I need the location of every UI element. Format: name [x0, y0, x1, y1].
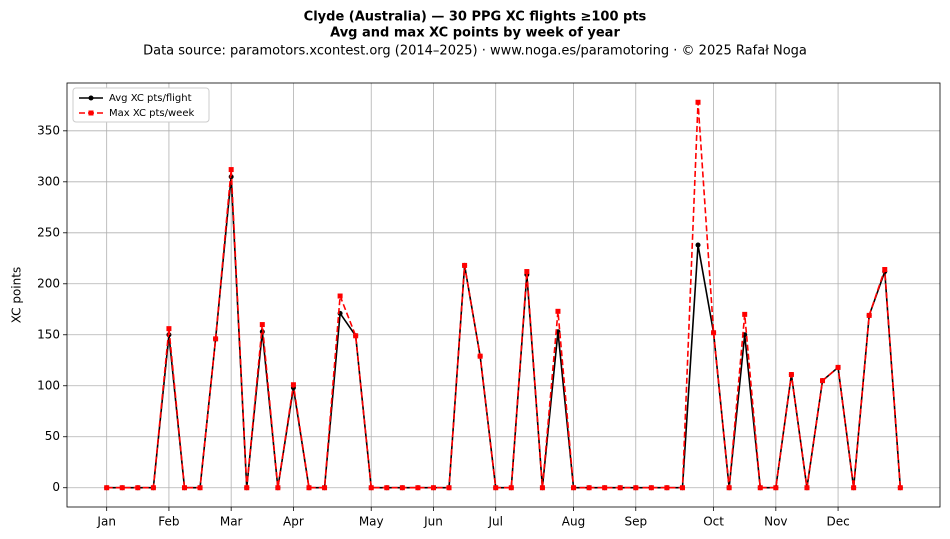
data-point	[820, 378, 826, 384]
data-point	[384, 485, 390, 491]
data-point	[135, 485, 141, 491]
data-point	[633, 485, 639, 491]
data-point	[508, 485, 514, 491]
data-point	[213, 336, 219, 342]
data-point	[882, 267, 888, 273]
data-point	[866, 312, 872, 318]
y-tick-label: 150	[37, 327, 60, 341]
data-point	[322, 485, 328, 491]
legend-label: Avg XC pts/flight	[109, 93, 192, 104]
chart-subtitle: Avg and max XC points by week of year	[330, 26, 620, 41]
data-point	[586, 485, 592, 491]
data-point	[742, 311, 748, 317]
data-point	[353, 333, 359, 339]
data-point	[104, 485, 110, 491]
data-point	[788, 372, 794, 378]
x-tick-label: Sep	[624, 515, 647, 529]
x-tick-label: Dec	[826, 515, 849, 529]
y-tick-label: 200	[37, 276, 60, 290]
data-point	[617, 485, 623, 491]
data-point	[181, 485, 187, 491]
legend-box	[72, 87, 210, 123]
data-point	[695, 242, 701, 248]
data-point	[368, 485, 374, 491]
data-point	[555, 308, 561, 314]
data-point	[664, 485, 670, 491]
data-point	[150, 485, 156, 491]
data-point	[477, 353, 483, 359]
data-point	[275, 485, 281, 491]
data-point	[290, 382, 296, 388]
x-tick-label: Nov	[764, 515, 787, 529]
data-point	[648, 485, 654, 491]
data-point	[119, 485, 125, 491]
x-tick-label: Feb	[158, 515, 179, 529]
data-point	[259, 322, 265, 328]
data-point	[228, 167, 234, 173]
axes-frame	[66, 82, 941, 508]
legend-marker	[88, 110, 94, 116]
data-point	[679, 485, 685, 491]
data-point	[571, 485, 577, 491]
data-point	[773, 485, 779, 491]
data-point	[462, 262, 468, 268]
y-axis-label: XC points	[10, 267, 24, 323]
y-tick-label: 100	[37, 378, 60, 392]
x-tick-label: Apr	[283, 515, 304, 529]
series-line	[106, 176, 902, 489]
legend-marker	[88, 95, 94, 101]
data-point	[851, 485, 857, 491]
data-point	[695, 99, 701, 105]
y-tick-label: 300	[37, 174, 60, 188]
legend-label: Max XC pts/week	[109, 108, 194, 119]
x-tick-label: Jan	[96, 515, 116, 529]
data-point	[244, 485, 250, 491]
data-point	[524, 269, 530, 275]
data-point	[446, 485, 452, 491]
data-point	[166, 326, 172, 332]
data-point	[711, 330, 717, 336]
data-point	[493, 485, 499, 491]
data-point	[757, 485, 763, 491]
y-tick-label: 250	[37, 225, 60, 239]
x-tick-label: Jul	[487, 515, 502, 529]
data-point	[726, 485, 732, 491]
chart-source: Data source: paramotors.xcontest.org (20…	[143, 44, 807, 59]
chart-title: Clyde (Australia) — 30 PPG XC flights ≥1…	[304, 10, 647, 25]
x-tick-label: May	[359, 515, 384, 529]
data-point	[399, 485, 405, 491]
x-tick-label: Jun	[423, 515, 443, 529]
data-point	[835, 364, 841, 370]
data-point	[804, 485, 810, 491]
x-tick-label: Oct	[703, 515, 724, 529]
x-tick-label: Mar	[220, 515, 243, 529]
series-line	[106, 102, 902, 489]
data-point	[415, 485, 421, 491]
data-point	[430, 485, 436, 491]
data-point	[197, 485, 203, 491]
y-tick-label: 350	[37, 123, 60, 137]
data-point	[337, 293, 343, 299]
data-point	[306, 485, 312, 491]
y-tick-label: 0	[52, 480, 60, 494]
y-tick-label: 50	[45, 429, 60, 443]
data-point	[539, 485, 545, 491]
data-point	[602, 485, 608, 491]
x-tick-label: Aug	[562, 515, 585, 529]
data-point	[897, 485, 903, 491]
